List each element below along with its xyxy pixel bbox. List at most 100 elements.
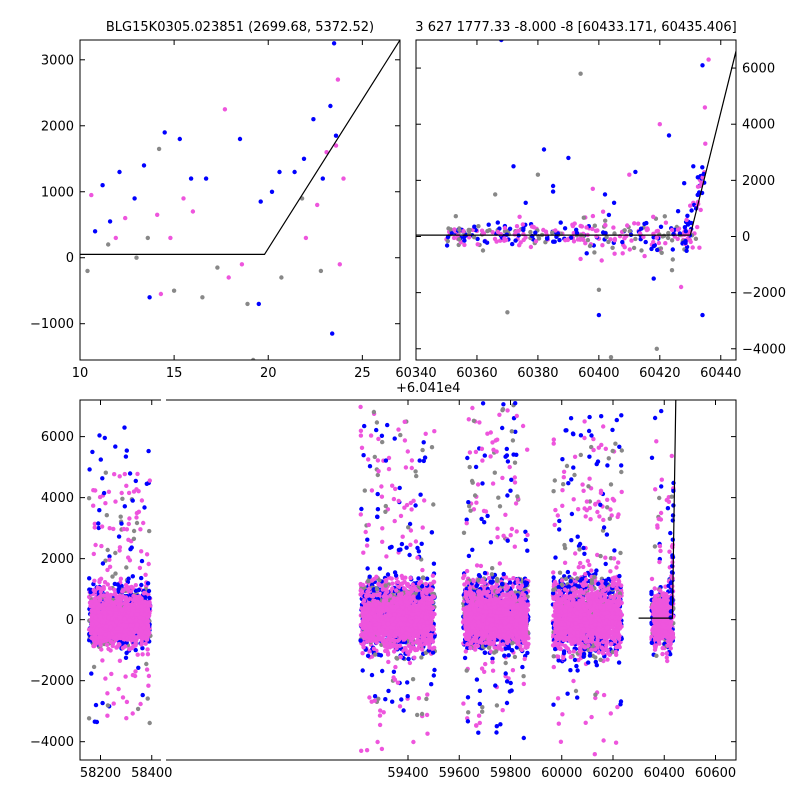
data-point-magenta bbox=[118, 615, 122, 619]
data-point-magenta bbox=[414, 618, 418, 622]
data-point-magenta bbox=[414, 630, 418, 634]
data-point-magenta bbox=[146, 684, 150, 688]
data-point-blue bbox=[332, 41, 336, 45]
data-point-magenta bbox=[89, 193, 93, 197]
plot-area-bottom bbox=[87, 400, 676, 756]
data-point-gray bbox=[550, 231, 554, 235]
data-point-blue bbox=[389, 545, 393, 549]
data-point-magenta bbox=[92, 644, 96, 648]
data-point-blue bbox=[375, 515, 379, 519]
data-point-blue bbox=[432, 562, 436, 566]
data-point-gray bbox=[454, 214, 458, 218]
data-point-gray bbox=[592, 250, 596, 254]
data-point-blue bbox=[655, 248, 659, 252]
data-point-gray bbox=[148, 721, 152, 725]
data-point-magenta bbox=[430, 627, 434, 631]
data-point-magenta bbox=[112, 601, 116, 605]
data-point-magenta bbox=[134, 627, 138, 631]
data-point-magenta bbox=[425, 692, 429, 696]
data-point-gray bbox=[373, 455, 377, 459]
data-point-blue bbox=[659, 225, 663, 229]
data-point-gray bbox=[457, 228, 461, 232]
data-point-gray bbox=[406, 525, 410, 529]
data-point-magenta bbox=[402, 611, 406, 615]
data-point-magenta bbox=[138, 566, 142, 570]
data-point-blue bbox=[124, 656, 128, 660]
data-point-magenta bbox=[388, 638, 392, 642]
data-point-magenta bbox=[387, 613, 391, 617]
data-point-gray bbox=[578, 72, 582, 76]
data-point-magenta bbox=[370, 488, 374, 492]
data-point-blue bbox=[404, 546, 408, 550]
data-point-magenta bbox=[396, 681, 400, 685]
data-point-magenta bbox=[106, 582, 110, 586]
data-point-gray bbox=[528, 230, 532, 234]
data-point-blue bbox=[380, 434, 384, 438]
data-point-blue bbox=[204, 176, 208, 180]
data-point-magenta bbox=[139, 639, 143, 643]
data-point-magenta bbox=[655, 236, 659, 240]
data-point-magenta bbox=[106, 606, 110, 610]
data-point-magenta bbox=[98, 613, 102, 617]
data-point-magenta bbox=[410, 636, 414, 640]
data-point-gray bbox=[670, 268, 674, 272]
data-point-magenta bbox=[392, 622, 396, 626]
data-point-gray bbox=[431, 502, 435, 506]
data-point-gray bbox=[245, 302, 249, 306]
data-point-magenta bbox=[392, 497, 396, 501]
data-point-magenta bbox=[139, 615, 143, 619]
data-point-magenta bbox=[138, 632, 142, 636]
data-point-magenta bbox=[396, 617, 400, 621]
data-point-magenta bbox=[96, 586, 100, 590]
data-point-magenta bbox=[117, 604, 121, 608]
data-point-magenta bbox=[411, 602, 415, 606]
data-point-magenta bbox=[664, 221, 668, 225]
data-point-blue bbox=[140, 559, 144, 563]
data-point-blue bbox=[513, 238, 517, 242]
data-point-gray bbox=[172, 289, 176, 293]
data-point-magenta bbox=[390, 586, 394, 590]
data-point-magenta bbox=[380, 540, 384, 544]
data-point-magenta bbox=[432, 580, 436, 584]
data-point-blue bbox=[359, 507, 363, 511]
data-point-magenta bbox=[380, 747, 384, 751]
data-point-blue bbox=[139, 583, 143, 587]
y-tick-label: 6000 bbox=[742, 62, 775, 77]
data-point-magenta bbox=[133, 641, 137, 645]
data-point-gray bbox=[384, 504, 388, 508]
data-point-magenta bbox=[359, 749, 363, 753]
data-point-blue bbox=[370, 673, 374, 677]
data-point-magenta bbox=[645, 226, 649, 230]
data-point-blue bbox=[700, 63, 704, 67]
x-tick-label: 60440 bbox=[700, 366, 741, 381]
x-tick-label: 15 bbox=[166, 366, 183, 381]
data-point-blue bbox=[392, 670, 396, 674]
data-point-magenta bbox=[603, 223, 607, 227]
data-point-magenta bbox=[390, 576, 394, 580]
data-point-magenta bbox=[382, 599, 386, 603]
data-point-magenta bbox=[380, 526, 384, 530]
data-point-blue bbox=[418, 458, 422, 462]
data-point-gray bbox=[146, 236, 150, 240]
data-point-gray bbox=[200, 295, 204, 299]
data-point-magenta bbox=[399, 655, 403, 659]
data-point-magenta bbox=[517, 215, 521, 219]
data-point-rise bbox=[703, 142, 707, 146]
data-point-magenta bbox=[124, 484, 128, 488]
data-point-gray bbox=[147, 529, 151, 533]
data-point-magenta bbox=[417, 696, 421, 700]
data-point-blue bbox=[423, 455, 427, 459]
data-point-magenta bbox=[413, 648, 417, 652]
data-point-blue bbox=[612, 201, 616, 205]
data-point-blue bbox=[376, 507, 380, 511]
data-point-blue bbox=[116, 582, 120, 586]
chart-title: BLG15K0305.023851 (2699.68, 5372.52) bbox=[106, 20, 374, 35]
data-point-magenta bbox=[601, 210, 605, 214]
data-point-magenta bbox=[628, 247, 632, 251]
panel-frame bbox=[416, 40, 736, 360]
data-point-magenta bbox=[396, 427, 400, 431]
data-point-magenta bbox=[111, 527, 115, 531]
data-point-gray bbox=[457, 237, 461, 241]
data-point-gray bbox=[597, 288, 601, 292]
data-point-blue bbox=[178, 137, 182, 141]
